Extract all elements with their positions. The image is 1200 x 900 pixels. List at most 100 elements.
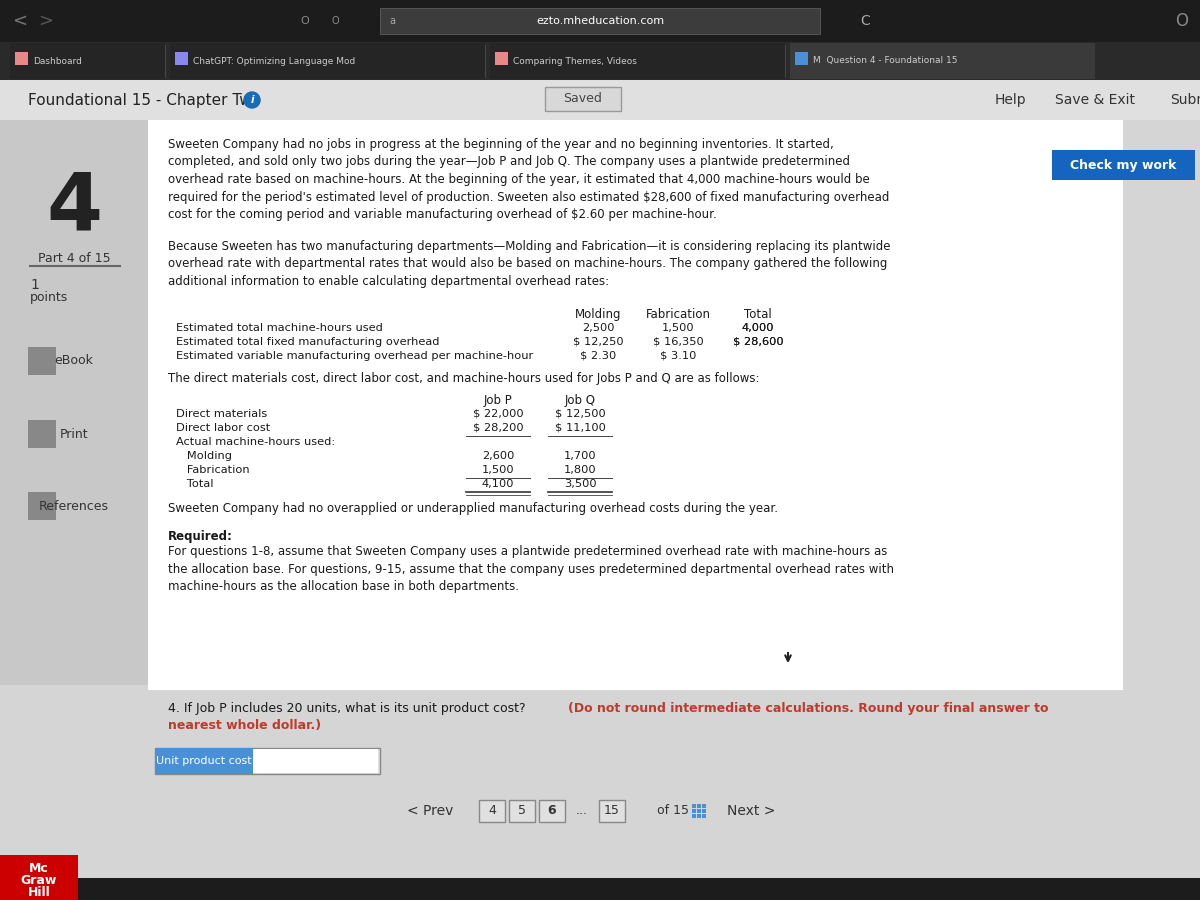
FancyBboxPatch shape [545,87,622,111]
Text: Direct materials: Direct materials [176,409,268,419]
FancyBboxPatch shape [0,855,78,900]
Text: Mc: Mc [29,862,49,876]
Text: Fabrication: Fabrication [646,308,710,321]
FancyBboxPatch shape [509,800,535,822]
FancyBboxPatch shape [490,43,785,79]
FancyBboxPatch shape [380,8,820,34]
Text: 4,000: 4,000 [742,323,774,333]
Text: $ 12,250: $ 12,250 [572,337,623,347]
FancyBboxPatch shape [0,120,148,685]
FancyBboxPatch shape [539,800,565,822]
Text: 4,000: 4,000 [742,323,774,333]
FancyBboxPatch shape [155,748,253,774]
Text: 1,700: 1,700 [564,451,596,461]
Text: Job P: Job P [484,394,512,407]
Text: 4. If Job P includes 20 units, what is its unit product cost?: 4. If Job P includes 20 units, what is i… [168,702,529,715]
FancyBboxPatch shape [479,800,505,822]
Text: 5: 5 [518,805,526,817]
Text: eBook: eBook [54,355,94,367]
Text: $ 28,200: $ 28,200 [473,423,523,433]
Text: 4,100: 4,100 [481,479,515,489]
Text: >: > [38,12,54,30]
Text: Subm: Subm [1170,93,1200,107]
FancyBboxPatch shape [170,43,485,79]
Text: Part 4 of 15: Part 4 of 15 [38,251,110,265]
Text: 1,500: 1,500 [661,323,695,333]
Text: <: < [12,12,28,30]
Text: $ 2.30: $ 2.30 [580,351,616,361]
Text: Save & Exit: Save & Exit [1055,93,1135,107]
FancyBboxPatch shape [702,804,706,808]
Text: Job Q: Job Q [564,394,595,407]
Text: Graw: Graw [20,875,58,887]
Text: O: O [331,16,338,26]
Text: 4: 4 [488,805,496,817]
Text: < Prev: < Prev [407,804,454,818]
Text: $ 11,100: $ 11,100 [554,423,606,433]
FancyBboxPatch shape [697,814,701,818]
FancyBboxPatch shape [28,347,56,375]
FancyBboxPatch shape [692,814,696,818]
Text: The direct materials cost, direct labor cost, and machine-hours used for Jobs P : The direct materials cost, direct labor … [168,372,760,385]
Text: i: i [251,95,253,105]
FancyBboxPatch shape [175,52,188,65]
Text: O: O [1176,12,1188,30]
Text: points: points [30,292,68,304]
Text: 1,500: 1,500 [481,465,515,475]
Text: Molding: Molding [176,451,232,461]
FancyBboxPatch shape [796,52,808,65]
Text: 1: 1 [30,278,38,292]
Text: Foundational 15 - Chapter Two: Foundational 15 - Chapter Two [28,93,262,107]
Text: Dashboard: Dashboard [34,57,82,66]
FancyBboxPatch shape [0,120,1200,880]
Text: ezto.mheducation.com: ezto.mheducation.com [536,16,664,26]
FancyBboxPatch shape [0,0,1200,42]
Text: Total: Total [176,479,214,489]
Text: 1,800: 1,800 [564,465,596,475]
FancyBboxPatch shape [496,52,508,65]
Text: ChatGPT: Optimizing Language Mod: ChatGPT: Optimizing Language Mod [193,57,355,66]
Text: Estimated variable manufacturing overhead per machine-hour: Estimated variable manufacturing overhea… [176,351,533,361]
Text: Next >: Next > [727,804,775,818]
Text: Direct labor cost: Direct labor cost [176,423,270,433]
Text: of 15: of 15 [658,805,689,817]
FancyBboxPatch shape [599,800,625,822]
Text: For questions 1-8, assume that Sweeten Company uses a plantwide predetermined ov: For questions 1-8, assume that Sweeten C… [168,545,894,593]
Text: 2,500: 2,500 [582,323,614,333]
Text: Comparing Themes, Videos: Comparing Themes, Videos [514,57,637,66]
FancyBboxPatch shape [28,492,56,520]
Text: Sweeten Company had no overapplied or underapplied manufacturing overhead costs : Sweeten Company had no overapplied or un… [168,502,778,515]
Text: Because Sweeten has two manufacturing departments—Molding and Fabrication—it is : Because Sweeten has two manufacturing de… [168,240,890,288]
Text: 4: 4 [46,169,102,247]
Text: Hill: Hill [28,886,50,899]
Text: Print: Print [60,428,89,440]
Text: nearest whole dollar.): nearest whole dollar.) [168,719,322,732]
Text: $ 28,600: $ 28,600 [733,337,784,347]
FancyBboxPatch shape [28,420,56,448]
FancyBboxPatch shape [14,52,28,65]
Text: Check my work: Check my work [1070,158,1176,172]
Text: Estimated total machine-hours used: Estimated total machine-hours used [176,323,383,333]
FancyBboxPatch shape [702,814,706,818]
Text: M  Question 4 - Foundational 15: M Question 4 - Foundational 15 [814,57,960,66]
FancyBboxPatch shape [790,43,1096,79]
FancyBboxPatch shape [1052,150,1195,180]
Text: Fabrication: Fabrication [176,465,250,475]
FancyBboxPatch shape [0,878,1200,900]
FancyBboxPatch shape [253,749,378,773]
FancyBboxPatch shape [0,80,1200,120]
Text: Required:: Required: [168,530,233,543]
FancyBboxPatch shape [702,809,706,813]
Text: $ 16,350: $ 16,350 [653,337,703,347]
Text: 6: 6 [547,805,557,817]
Text: O: O [301,16,310,26]
Circle shape [244,92,260,108]
FancyBboxPatch shape [697,809,701,813]
Text: Estimated total fixed manufacturing overhead: Estimated total fixed manufacturing over… [176,337,439,347]
FancyBboxPatch shape [148,120,1123,690]
Text: Total: Total [744,308,772,321]
Text: C: C [860,14,870,28]
Text: Unit product cost: Unit product cost [156,756,252,766]
Text: Sweeten Company had no jobs in progress at the beginning of the year and no begi: Sweeten Company had no jobs in progress … [168,138,889,221]
Text: ...: ... [576,805,588,817]
